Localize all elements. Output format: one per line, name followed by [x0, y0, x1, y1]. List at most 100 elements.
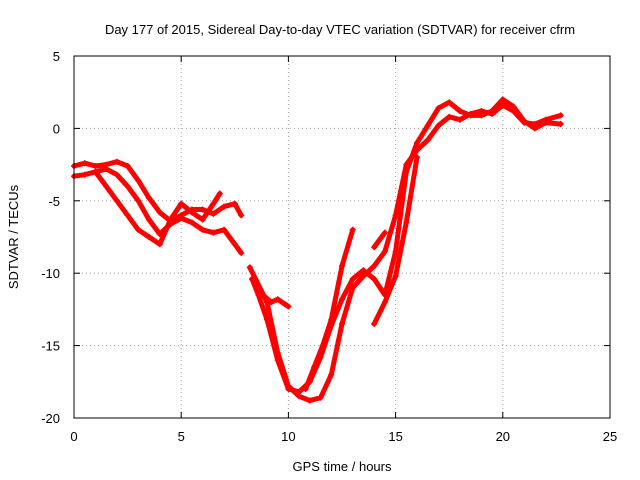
data-point [424, 122, 431, 129]
data-point [210, 229, 217, 236]
x-tick-label: 25 [603, 429, 617, 444]
data-point [371, 262, 378, 269]
data-point [371, 275, 378, 282]
data-point [381, 299, 388, 306]
data-point [199, 206, 206, 213]
chart-title: Day 177 of 2015, Sidereal Day-to-day VTE… [105, 22, 575, 37]
data-point [178, 215, 185, 222]
data-point [302, 386, 309, 393]
data-point [542, 119, 549, 126]
data-point [456, 116, 463, 123]
data-point [339, 320, 345, 327]
data-point [81, 160, 88, 167]
data-point [456, 108, 463, 115]
series-track-7 [302, 226, 356, 393]
data-point [403, 219, 410, 226]
data-point [210, 210, 217, 217]
data-point [371, 320, 378, 327]
x-tick-label: 0 [70, 429, 77, 444]
data-point [285, 303, 292, 310]
data-point [435, 105, 442, 112]
series-line [260, 292, 291, 309]
data-point [210, 200, 217, 207]
data-point [339, 262, 345, 269]
data-point [263, 316, 270, 323]
y-tick-label: -10 [41, 266, 60, 281]
data-point [274, 296, 281, 303]
data-point [92, 163, 99, 170]
series-track-8 [371, 154, 421, 327]
y-tick-label: 0 [53, 121, 60, 136]
data-point [156, 209, 163, 216]
tick-layer: 0 5 10 15 20 25 5 0 -5 -10 -15 -20 [41, 49, 617, 444]
data-point [274, 357, 281, 364]
series-track-2 [71, 165, 245, 256]
data-point [392, 273, 399, 280]
data-point [339, 296, 345, 303]
data-point [248, 275, 255, 282]
data-point [328, 316, 335, 323]
series-track-9 [371, 229, 388, 251]
x-tick-label: 10 [281, 429, 295, 444]
data-point [489, 108, 496, 115]
plot-frame [73, 55, 611, 419]
y-tick-label: -5 [48, 194, 60, 209]
y-tick-label: -15 [41, 339, 60, 354]
data-point [103, 165, 110, 172]
x-tick-label: 20 [496, 429, 510, 444]
data-point [435, 122, 442, 129]
data-point [414, 154, 421, 161]
data-point [146, 216, 153, 223]
series-track-3 [92, 168, 223, 248]
data-point [557, 112, 564, 119]
data-point [221, 226, 228, 233]
data-point [349, 226, 356, 233]
data-point [103, 183, 110, 190]
series-line [371, 230, 388, 250]
series-layer [71, 96, 564, 404]
data-point [392, 212, 399, 219]
data-point [381, 229, 388, 236]
data-point [296, 388, 303, 395]
data-point [446, 113, 453, 120]
data-point [113, 171, 120, 178]
series-line [249, 96, 564, 395]
data-point [178, 200, 185, 207]
y-axis-label: SDTVAR / TECUs [6, 184, 21, 289]
data-point [328, 371, 335, 378]
series-track-5 [248, 96, 564, 395]
data-point [424, 136, 431, 143]
data-point [381, 248, 388, 255]
data-point [557, 121, 564, 128]
data-point [124, 212, 131, 219]
y-tick-label: -20 [41, 411, 60, 426]
data-point [371, 244, 378, 251]
x-tick-label: 5 [178, 429, 185, 444]
data-point [478, 112, 485, 119]
data-point [199, 216, 206, 223]
x-axis-label: GPS time / hours [293, 459, 392, 474]
data-point [238, 249, 245, 256]
data-point [135, 226, 142, 233]
data-point [156, 241, 163, 248]
data-point [199, 226, 206, 233]
data-point [188, 219, 195, 226]
data-point [167, 216, 174, 223]
data-point [216, 190, 223, 197]
data-point [92, 168, 99, 175]
data-point [124, 183, 131, 190]
data-point [259, 291, 266, 298]
data-point [510, 103, 517, 110]
data-point [414, 139, 421, 146]
data-point [360, 273, 367, 280]
series-track-1 [71, 158, 245, 225]
data-point [135, 177, 142, 184]
data-point [135, 197, 142, 204]
y-tick-label: 5 [53, 49, 60, 64]
series-track-6 [259, 291, 292, 310]
data-point [499, 96, 506, 103]
data-point [319, 342, 326, 349]
data-point [238, 212, 245, 219]
series-line [303, 227, 356, 392]
